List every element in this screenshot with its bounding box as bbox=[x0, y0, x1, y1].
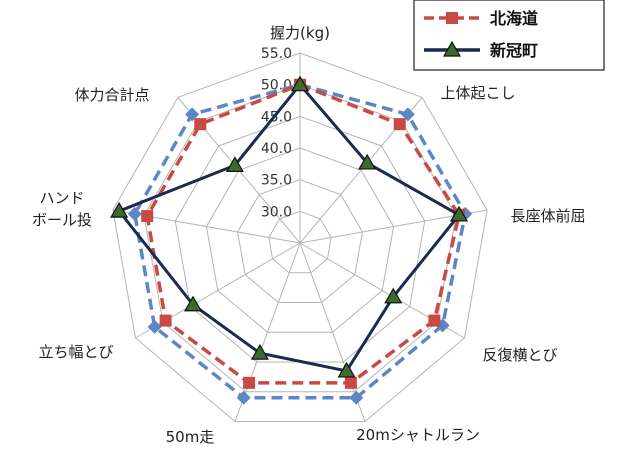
axis-label: 立ち幅とび bbox=[38, 343, 113, 361]
tick-label: 55.0 bbox=[261, 46, 292, 62]
series-point bbox=[428, 314, 441, 327]
radar-series bbox=[110, 75, 473, 405]
axis-label: 反復横とび bbox=[482, 346, 557, 364]
series-point bbox=[127, 206, 142, 221]
grid-ring-2 bbox=[205, 147, 395, 333]
legend-item: 新冠町 bbox=[424, 40, 538, 60]
series-point bbox=[243, 376, 256, 389]
series-line bbox=[145, 82, 461, 385]
grid-ring-0 bbox=[268, 210, 332, 274]
series-point bbox=[349, 390, 364, 405]
series-point bbox=[194, 118, 207, 131]
tick-label: 40.0 bbox=[261, 141, 292, 157]
legend-label: 北海道 bbox=[490, 9, 538, 28]
legend-label: 新冠町 bbox=[490, 41, 538, 60]
legend-marker bbox=[442, 40, 462, 57]
series-point bbox=[393, 118, 406, 131]
axis-label: 50m走 bbox=[166, 428, 215, 446]
series-point bbox=[358, 153, 377, 170]
series-point bbox=[110, 201, 129, 218]
series-2 bbox=[110, 75, 469, 378]
series-point bbox=[236, 390, 251, 405]
series-point bbox=[384, 287, 403, 304]
series-0 bbox=[127, 77, 473, 405]
grid-ring-5 bbox=[112, 52, 488, 423]
series-point bbox=[159, 314, 172, 327]
series-point bbox=[290, 75, 310, 92]
series-point bbox=[344, 376, 357, 389]
axis-label: ハンドボール投 bbox=[32, 189, 92, 229]
series-point bbox=[141, 210, 154, 223]
series-point bbox=[400, 107, 415, 122]
spoke-5 bbox=[234, 242, 301, 422]
series-point bbox=[337, 361, 356, 378]
radial-tick-labels: 30.035.040.045.050.055.0 bbox=[261, 46, 292, 220]
legend-box bbox=[413, 0, 605, 71]
legend-marker bbox=[446, 12, 458, 24]
axis-label: 上体起こし bbox=[440, 84, 515, 102]
series-point bbox=[184, 295, 203, 312]
tick-label: 30.0 bbox=[261, 204, 292, 220]
series-point bbox=[450, 205, 469, 222]
spoke-4 bbox=[299, 242, 366, 422]
series-line bbox=[132, 82, 468, 400]
series-point bbox=[250, 343, 269, 360]
axis-label: 握力(kg) bbox=[270, 24, 330, 42]
series-point bbox=[225, 156, 244, 172]
series-point bbox=[147, 319, 162, 334]
series-line bbox=[117, 83, 461, 373]
series-1 bbox=[141, 78, 466, 389]
tick-label: 35.0 bbox=[261, 173, 292, 189]
grid-ring-1 bbox=[237, 179, 363, 304]
axis-label: 20mシャトルラン bbox=[356, 426, 480, 444]
axis-label: 体力合計点 bbox=[74, 86, 149, 104]
axis-label: 長座体前屈 bbox=[510, 207, 585, 225]
series-point bbox=[185, 107, 200, 122]
legend-item: 北海道 bbox=[424, 9, 538, 28]
